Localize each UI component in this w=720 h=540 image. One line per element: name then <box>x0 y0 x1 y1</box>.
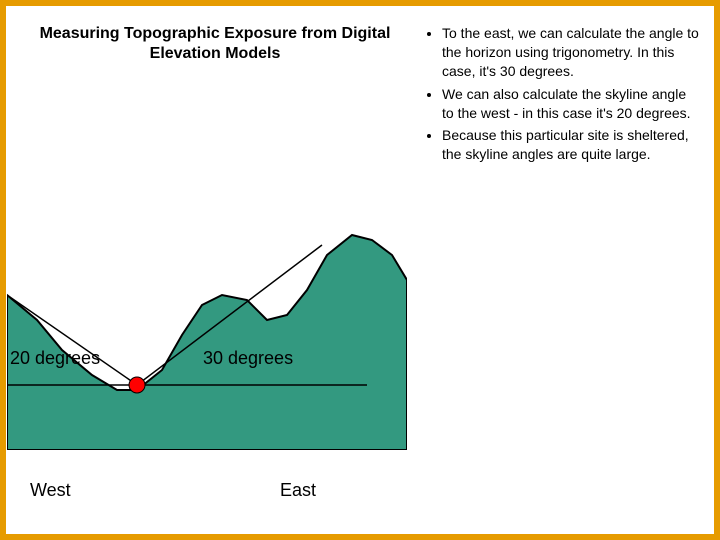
terrain-silhouette <box>7 235 407 450</box>
west-label: West <box>30 480 71 501</box>
bullet-item: Because this particular site is sheltere… <box>442 126 700 164</box>
terrain-svg <box>7 90 407 450</box>
west-angle-label: 20 degrees <box>10 348 100 369</box>
east-angle-label: 30 degrees <box>203 348 293 369</box>
slide-title: Measuring Topographic Exposure from Digi… <box>30 24 400 64</box>
bullets-block: To the east, we can calculate the angle … <box>420 24 700 168</box>
bullets-list: To the east, we can calculate the angle … <box>420 24 700 164</box>
terrain-diagram <box>7 90 407 450</box>
slide-root: Measuring Topographic Exposure from Digi… <box>0 0 720 540</box>
bullet-item: To the east, we can calculate the angle … <box>442 24 700 81</box>
observer-marker-icon <box>129 377 145 393</box>
east-label: East <box>280 480 316 501</box>
bullet-item: We can also calculate the skyline angle … <box>442 85 700 123</box>
